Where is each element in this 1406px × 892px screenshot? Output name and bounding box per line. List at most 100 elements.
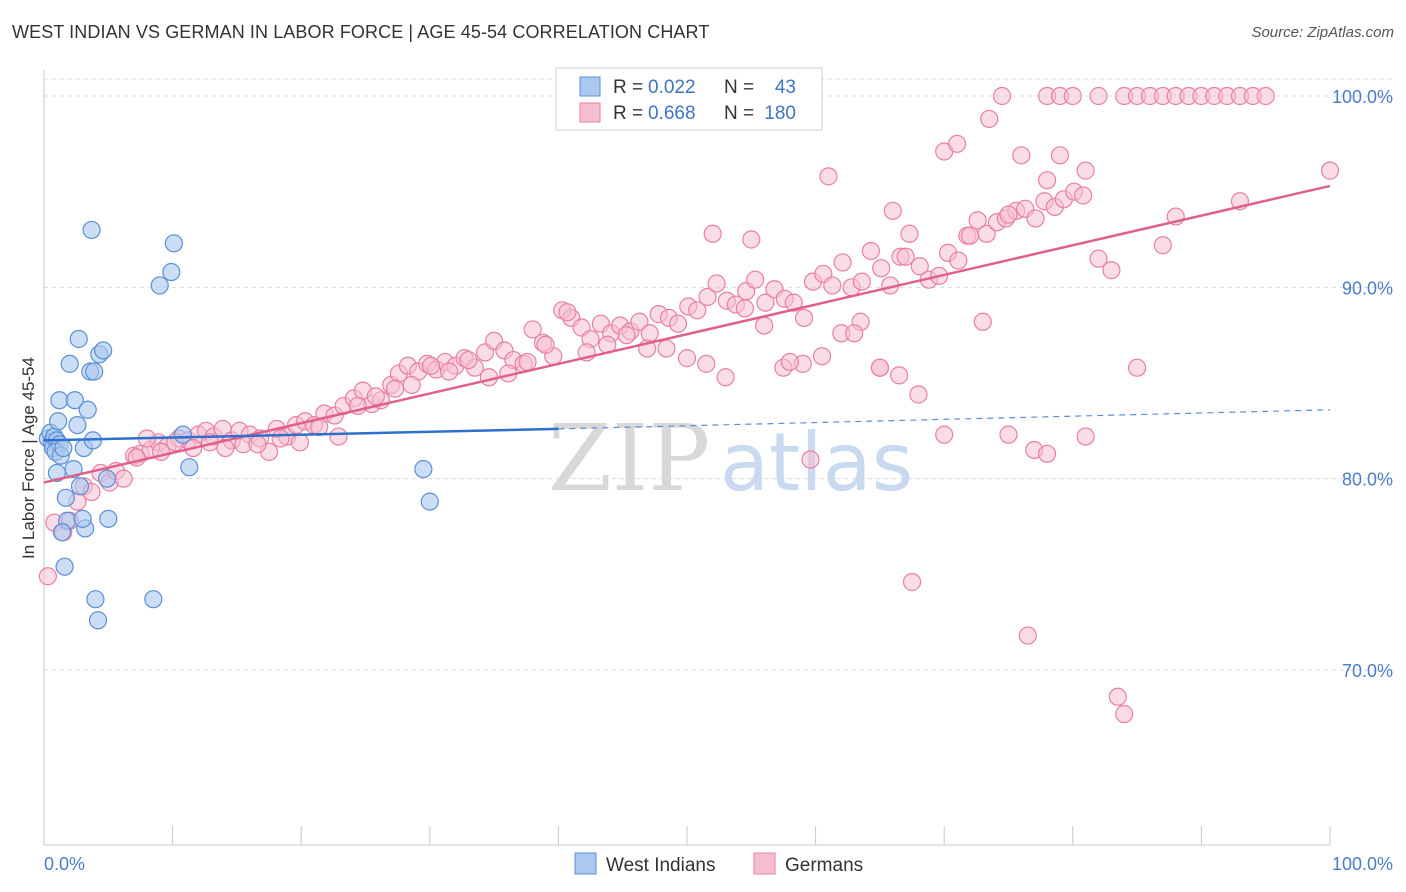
german-point xyxy=(703,224,722,243)
west-indian-point xyxy=(162,262,181,282)
german-point xyxy=(688,301,707,320)
west-indian-point xyxy=(56,488,75,507)
german-point xyxy=(617,326,636,345)
legend-n-germans: 180 xyxy=(764,103,796,124)
german-point xyxy=(756,293,775,312)
german-point xyxy=(1089,86,1108,106)
german-point xyxy=(1153,236,1172,255)
y-tick-label-90: 90.0% xyxy=(1342,278,1393,298)
german-point xyxy=(883,201,902,220)
german-point xyxy=(697,354,716,373)
west-indians-trendline xyxy=(43,427,559,442)
german-point xyxy=(845,324,864,343)
legend-r-label-west-indians: R = xyxy=(613,77,643,98)
german-point xyxy=(271,429,290,448)
german-point xyxy=(1073,186,1093,205)
west-indian-point xyxy=(50,391,69,410)
trendlines xyxy=(43,184,1331,484)
german-point xyxy=(1089,249,1108,268)
german-point xyxy=(716,368,735,387)
german-point xyxy=(1076,161,1095,180)
german-point xyxy=(1037,444,1057,463)
german-point xyxy=(973,312,992,331)
german-point xyxy=(823,276,842,295)
german-point xyxy=(902,572,922,592)
german-point xyxy=(707,274,726,293)
legend-n-label-germans: N = xyxy=(724,103,754,124)
legend-swatch-germans xyxy=(579,102,601,123)
x-tick-label-min: 0.0% xyxy=(44,854,85,874)
german-point xyxy=(1018,626,1037,645)
german-point xyxy=(1012,146,1031,165)
german-point xyxy=(1102,261,1121,280)
west-indian-point xyxy=(86,590,105,609)
legend-box: R = 0.022 N = 43 R = 0.668 N = 180 xyxy=(555,67,823,131)
west-indian-point xyxy=(52,523,72,542)
german-point xyxy=(999,425,1018,444)
german-point xyxy=(812,347,832,366)
x-tick-label-max: 100.0% xyxy=(1332,854,1393,874)
german-point xyxy=(870,358,890,377)
german-point xyxy=(949,251,968,270)
german-point xyxy=(900,224,919,243)
german-point xyxy=(896,247,915,266)
west-indian-point xyxy=(68,415,87,435)
german-point xyxy=(801,450,820,469)
bottom-legend-label-west-indians: West Indians xyxy=(606,855,715,876)
west-indian-point xyxy=(55,557,74,576)
west-indian-point xyxy=(144,590,163,609)
german-point xyxy=(698,287,717,306)
bottom-legend: West Indians Germans xyxy=(574,852,863,876)
west-indian-point xyxy=(70,477,90,496)
german-point xyxy=(402,375,421,395)
german-point xyxy=(558,303,577,322)
west-indian-point xyxy=(65,391,84,410)
german-point xyxy=(1320,161,1340,180)
y-tick-label-100: 100.0% xyxy=(1332,87,1393,107)
german-point xyxy=(1127,358,1147,377)
german-point xyxy=(523,320,542,339)
german-point xyxy=(1026,209,1045,228)
legend-r-label-germans: R = xyxy=(613,103,643,124)
west-indian-point xyxy=(60,354,79,373)
bottom-legend-label-germans: Germans xyxy=(785,855,863,876)
west-indian-point xyxy=(49,412,68,431)
german-point xyxy=(872,259,891,278)
german-point xyxy=(780,352,799,372)
german-point xyxy=(640,324,659,343)
west-indian-point xyxy=(54,438,73,458)
german-point xyxy=(1108,687,1127,706)
bottom-legend-swatch-west-indians xyxy=(574,852,597,875)
west-indian-point xyxy=(82,220,101,240)
legend-n-label-west-indians: N = xyxy=(724,77,754,98)
german-point xyxy=(439,362,459,381)
german-point xyxy=(890,366,909,385)
german-point xyxy=(1037,171,1057,190)
german-point xyxy=(329,427,348,446)
german-point xyxy=(968,211,987,230)
west-indian-point xyxy=(180,458,199,477)
german-point xyxy=(1076,427,1095,446)
germans-trendline xyxy=(43,184,1331,484)
west-indians-points xyxy=(38,220,439,630)
german-point xyxy=(677,349,697,368)
german-point xyxy=(1063,86,1082,106)
german-point xyxy=(947,134,967,153)
german-point xyxy=(536,335,555,354)
german-point xyxy=(38,567,57,586)
german-point xyxy=(909,385,928,404)
west-indian-point xyxy=(78,400,97,419)
german-point xyxy=(248,435,267,454)
german-point xyxy=(630,312,649,331)
west-indian-point xyxy=(73,509,92,528)
legend-r-germans: 0.668 xyxy=(648,103,696,124)
german-point xyxy=(366,387,385,406)
watermark-zip: ZIP xyxy=(548,405,710,512)
chart-title: WEST INDIAN VS GERMAN IN LABOR FORCE | A… xyxy=(12,22,710,42)
german-point xyxy=(980,109,999,129)
west-indian-point xyxy=(173,425,192,444)
y-tick-label-80: 80.0% xyxy=(1342,470,1393,490)
german-point xyxy=(861,241,880,261)
german-point xyxy=(992,86,1012,106)
